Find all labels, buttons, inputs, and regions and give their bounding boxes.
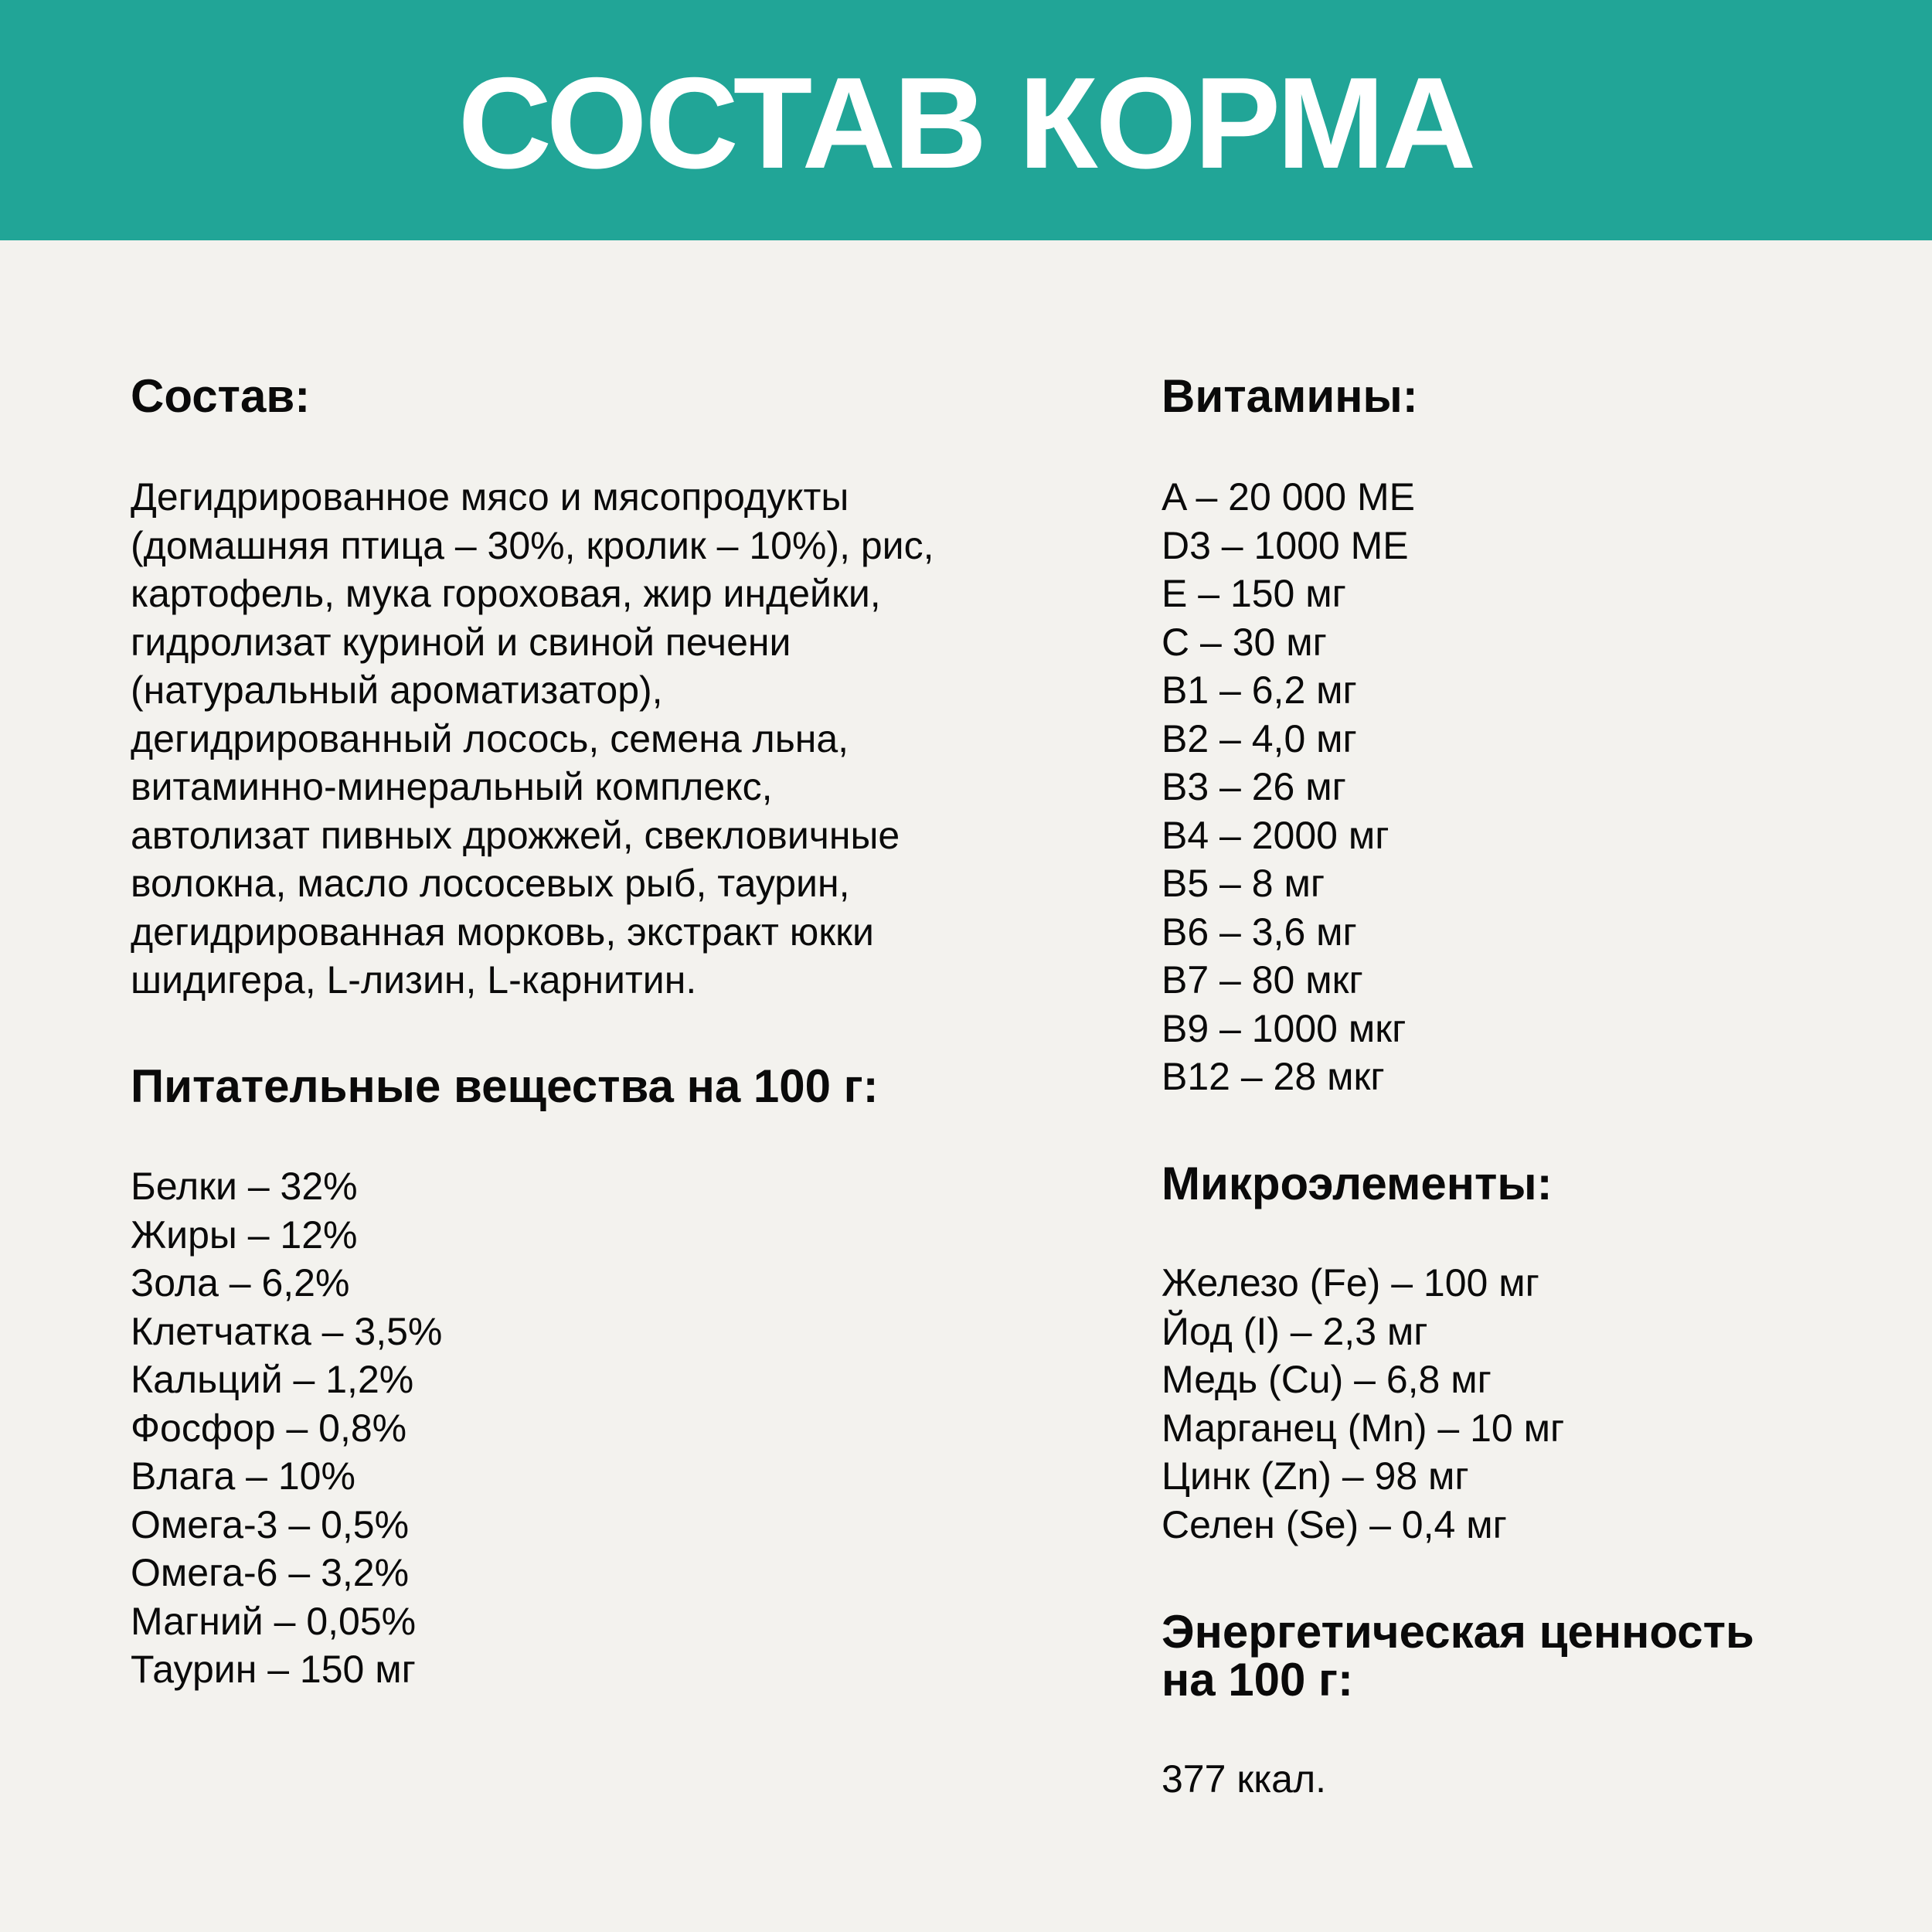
nutrients-list: Белки – 32% Жиры – 12% Зола – 6,2% Клетчатк… (131, 1162, 442, 1694)
energy-value: 377 ккал. (1162, 1757, 1327, 1801)
page-title: СОСТАВ КОРМА (457, 49, 1477, 196)
minerals-list: Железо (Fe) – 100 мг Йод (I) – 2,3 мг Медь… (1162, 1259, 1564, 1549)
nutrient-item: Жиры – 12% (131, 1213, 358, 1257)
vitamin-item: B1 – 6,2 мг (1162, 668, 1357, 712)
composition-line: дегидрированная морковь, экстракт юкки (131, 910, 874, 954)
mineral-item: Марганец (Mn) – 10 мг (1162, 1406, 1565, 1450)
nutrient-item: Омега-6 – 3,2% (131, 1551, 410, 1594)
minerals-heading-block: Микроэлементы: (1162, 1160, 1553, 1208)
composition-line: (натуральный ароматизатор), (131, 668, 663, 712)
composition-line: витаминно-минеральный комплекс, (131, 765, 773, 808)
mineral-item: Йод (I) – 2,3 мг (1162, 1309, 1428, 1353)
energy-heading-line2: на 100 г: (1162, 1654, 1354, 1706)
vitamin-item: B7 – 80 мкг (1162, 958, 1363, 1002)
nutrients-heading: Питательные вещества на 100 г: (131, 1060, 879, 1112)
nutrients-heading-block: Питательные вещества на 100 г: (131, 1063, 879, 1111)
mineral-item: Цинк (Zn) – 98 мг (1162, 1454, 1469, 1498)
minerals-heading: Микроэлементы: (1162, 1158, 1553, 1209)
composition-line: картофель, мука гороховая, жир индейки, (131, 572, 881, 615)
vitamin-item: D3 – 1000 МЕ (1162, 523, 1409, 567)
nutrients-list-block: Белки – 32% Жиры – 12% Зола – 6,2% Клетчатк… (131, 1162, 442, 1694)
composition-line: дегидрированный лосось, семена льна, (131, 716, 849, 760)
energy-value-block: 377 ккал. (1162, 1755, 1326, 1804)
composition-line: шидигера, L-лизин, L-карнитин. (131, 958, 697, 1002)
composition-heading: Состав: (131, 370, 311, 422)
vitamin-item: B9 – 1000 мкг (1162, 1006, 1406, 1050)
composition-text: Дегидрированное мясо и мясопродукты (дома… (131, 473, 934, 1005)
vitamin-item: B5 – 8 мг (1162, 862, 1325, 905)
nutrient-item: Клетчатка – 3,5% (131, 1309, 443, 1353)
composition-lines: Дегидрированное мясо и мясопродукты (дома… (131, 473, 934, 1005)
mineral-item: Железо (Fe) – 100 мг (1162, 1261, 1539, 1304)
composition-line: (домашняя птица – 30%, кролик – 10%), ри… (131, 523, 934, 567)
composition-line: автолизат пивных дрожжей, свекловичные (131, 813, 900, 857)
mineral-item: Медь (Cu) – 6,8 мг (1162, 1358, 1492, 1401)
nutrient-item: Кальций – 1,2% (131, 1358, 414, 1401)
nutrient-item: Фосфор – 0,8% (131, 1406, 407, 1450)
nutrient-item: Влага – 10% (131, 1454, 355, 1498)
vitamin-item: B6 – 3,6 мг (1162, 910, 1357, 954)
header-banner: СОСТАВ КОРМА (0, 0, 1932, 240)
vitamins-heading-block: Витамины: (1162, 372, 1418, 420)
vitamin-item: A – 20 000 МЕ (1162, 475, 1416, 519)
nutrient-item: Таурин – 150 мг (131, 1648, 416, 1691)
vitamin-item: B3 – 26 мг (1162, 765, 1346, 808)
nutrient-item: Зола – 6,2% (131, 1261, 350, 1304)
vitamin-item: B12 – 28 мкг (1162, 1055, 1385, 1098)
nutrient-item: Белки – 32% (131, 1165, 358, 1208)
composition-heading-block: Состав: (131, 372, 310, 420)
minerals-list-block: Железо (Fe) – 100 мг Йод (I) – 2,3 мг Медь… (1162, 1259, 1564, 1549)
composition-line: волокна, масло лососевых рыб, таурин, (131, 862, 850, 905)
energy-heading-block: Энергетическая ценность на 100 г: (1162, 1608, 1754, 1704)
nutrient-item: Магний – 0,05% (131, 1599, 417, 1643)
vitamins-heading: Витамины: (1162, 370, 1418, 422)
energy-heading-line1: Энергетическая ценность (1162, 1606, 1754, 1658)
vitamins-list: A – 20 000 МЕ D3 – 1000 МЕ E – 150 мг C – 3… (1162, 473, 1415, 1101)
vitamin-item: C – 30 мг (1162, 620, 1327, 664)
vitamins-list-block: A – 20 000 МЕ D3 – 1000 МЕ E – 150 мг C – 3… (1162, 473, 1415, 1101)
composition-line: гидролизат куриной и свиной печени (131, 620, 791, 664)
composition-line: Дегидрированное мясо и мясопродукты (131, 475, 849, 519)
mineral-item: Селен (Se) – 0,4 мг (1162, 1502, 1507, 1546)
vitamin-item: E – 150 мг (1162, 572, 1346, 615)
vitamin-item: B2 – 4,0 мг (1162, 716, 1357, 760)
vitamin-item: B4 – 2000 мг (1162, 813, 1389, 857)
nutrient-item: Омега-3 – 0,5% (131, 1502, 410, 1546)
